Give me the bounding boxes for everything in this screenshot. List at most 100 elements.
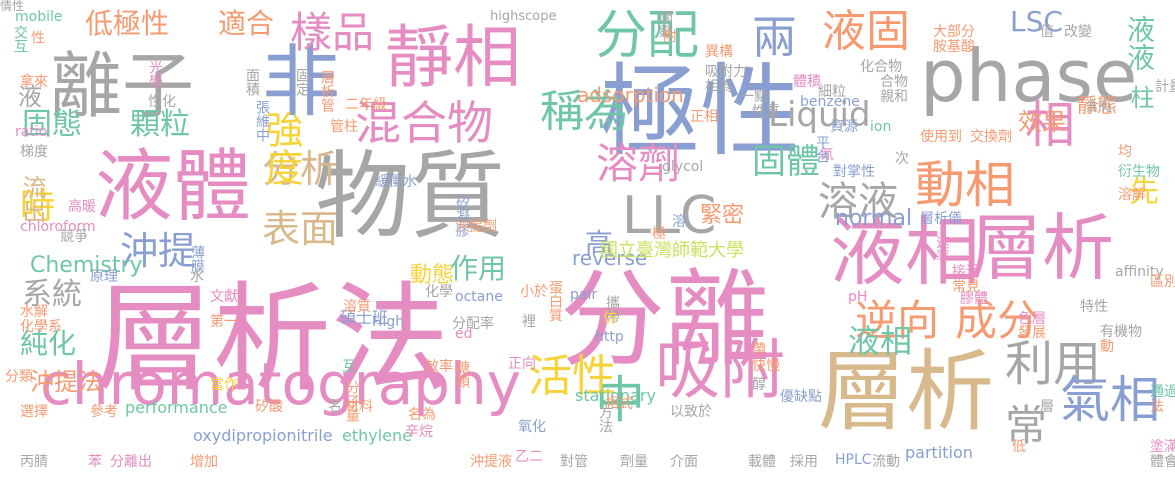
word-cloud-word: 分配率 [452,316,494,332]
word-cloud-word: 混合物 [355,96,493,150]
word-cloud-word: 法 [1150,399,1164,415]
word-cloud-word: ed [455,326,473,342]
word-cloud-word: 通過 [1150,384,1175,400]
word-cloud-word: 名為 [408,407,436,423]
word-cloud-word: pH [848,289,868,305]
word-cloud-word: 氰 [820,147,834,163]
word-cloud-word: 離子 [50,44,195,128]
word-cloud-word: 親和 [880,89,908,105]
word-cloud-word: 參考 [90,404,118,420]
word-cloud-word: 有機物 [1100,324,1142,340]
word-cloud-word: 沖提 [120,229,197,273]
word-cloud-word: 競爭 [60,229,88,245]
word-cloud-word: 蛋白質 [547,280,563,322]
word-cloud-word: 介面 [670,454,698,470]
word-cloud-word: 名 [328,399,342,415]
word-cloud-word: 次 [895,151,909,167]
word-cloud-word: 帶 [752,342,766,358]
word-cloud-word: 計量 [1155,79,1175,95]
word-cloud-word: octane [455,289,503,305]
word-cloud-word: chloroform [20,219,96,235]
word-cloud-word: 細粒 [818,84,846,100]
word-cloud-word: 發展 [1018,325,1046,341]
word-cloud-word: 氧化 [518,419,546,435]
word-cloud-word: 醇 [752,377,766,393]
word-cloud-word: partition [905,443,973,462]
word-cloud-word: 利用 [1005,336,1102,392]
word-cloud-word: mobile [15,9,63,25]
word-cloud-word: 強度 [259,110,303,186]
word-cloud-word: ethylene [342,426,412,445]
word-cloud-word: HPLC [835,452,872,468]
word-cloud-word: stationary [575,386,656,405]
word-cloud-word: 靜相 [385,19,522,98]
word-cloud-word: 溶解 [1118,187,1146,203]
word-cloud-word: 對管 [560,454,588,470]
word-cloud-word: 對掌性 [833,164,875,180]
word-cloud-word: 逆向 [855,296,940,345]
word-cloud-word: 溶質 [343,299,371,315]
word-cloud-word: 合物 [880,74,908,90]
word-cloud-word: 動相 [915,156,1015,214]
word-cloud-word: 極性 [600,53,800,170]
word-cloud-word: 低 [1012,439,1026,455]
word-cloud-word: LSC [1010,5,1063,38]
word-cloud-word: 區別 [1150,274,1175,290]
word-cloud-word: 表面 [262,207,339,251]
word-cloud-word: 成分 [955,296,1040,345]
word-cloud-word: 活性 [528,351,616,402]
word-cloud-word: 優缺點 [780,389,822,405]
word-cloud-word: 正向 [508,356,536,372]
word-cloud-word: 柱 [1126,85,1154,109]
word-cloud-word: pair [570,287,598,303]
word-cloud-word: 關鍵 [657,10,673,38]
word-cloud-word: 接近 [952,264,980,280]
word-cloud-word: 相為 [705,79,733,95]
word-cloud-word: 固定 [294,68,310,96]
word-cloud-word: 物質 [315,142,506,252]
word-cloud-word: 氣相 [1060,371,1160,429]
word-cloud-word: 緊密 [700,203,745,228]
word-cloud-word: 層析法 [95,270,450,408]
word-cloud-word: 二年級 [345,97,387,113]
word-cloud-word: 塗滿 [1150,439,1175,455]
word-cloud-word: 層析 [970,206,1115,290]
word-cloud-word: 作用 [450,252,507,285]
word-cloud-word: 互 [342,359,356,375]
word-cloud-word: benzene [800,94,860,110]
word-cloud-word: adsorption [577,83,684,107]
word-cloud-word: affinity [1115,264,1164,280]
word-cloud-word: reverse [572,246,648,270]
word-cloud-word: 性 [29,30,45,44]
word-cloud-word: 仿 [601,310,617,324]
word-cloud-word: 水解 [20,304,48,320]
word-cloud-word: 衍生物 [1118,164,1160,180]
word-cloud-word: ion [870,119,892,135]
word-cloud-word: 矽凝膠 [454,195,470,237]
word-cloud-word: 色層 [1018,311,1046,327]
word-cloud-word: 正相 [690,109,718,125]
word-cloud-word: 純化 [20,327,77,360]
word-cloud-word: 異構 [705,44,733,60]
word-cloud-word: 常見 [952,279,980,295]
word-cloud-word: 固態 [22,107,82,142]
word-cloud-word: 先 [1123,175,1158,205]
word-cloud-word: 樣品 [290,8,375,57]
word-cloud-word: 性質 [752,104,780,120]
word-cloud-word: 裡 [522,314,536,330]
word-cloud-word: 稱為 [540,86,628,137]
word-cloud-word: 液固 [822,6,910,57]
word-cloud-word: 溶液 [818,179,898,225]
word-cloud-word: glycol [662,159,704,175]
word-cloud-word: 效率 [425,359,453,375]
word-cloud-word: 動 [1100,339,1114,355]
word-cloud-word: 國立臺灣師範大學 [600,240,744,261]
word-cloud-word: 情性 [0,0,25,13]
word-cloud-word: 系統 [22,277,82,312]
word-cloud-word: 高暖 [68,199,96,215]
word-cloud-word: 體積 [793,74,821,90]
word-cloud-word: 層 [1040,399,1054,415]
word-cloud-word: phase [920,34,1138,118]
word-cloud-word: Liquid [768,95,871,135]
